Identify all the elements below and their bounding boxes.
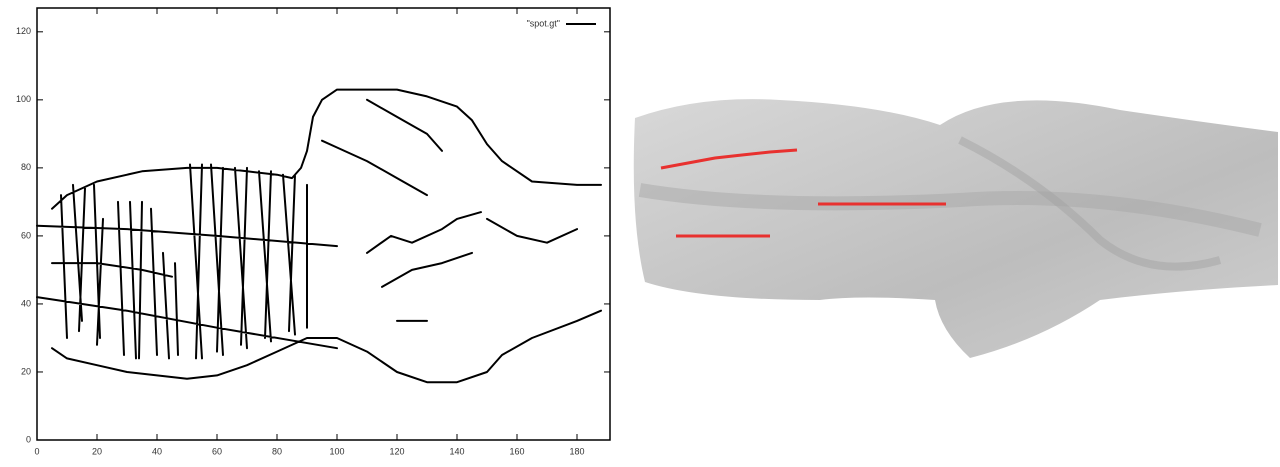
y-tick-label: 40	[21, 298, 31, 308]
legend-label: "spot.gt"	[527, 18, 560, 28]
x-tick-label: 120	[389, 446, 404, 456]
tissue	[633, 99, 1278, 358]
red-line	[660, 148, 798, 170]
x-tick-label: 20	[92, 446, 102, 456]
x-tick-label: 100	[329, 446, 344, 456]
y-tick-label: 0	[26, 434, 31, 444]
y-tick-label: 80	[21, 162, 31, 172]
x-tick-label: 60	[212, 446, 222, 456]
plot-frame	[36, 7, 611, 441]
y-tick-label: 20	[21, 366, 31, 376]
series-line	[36, 88, 602, 384]
x-tick-label: 80	[272, 446, 282, 456]
shade	[638, 183, 1262, 237]
y-tick-label: 100	[16, 94, 31, 104]
y-tick-label: 60	[21, 230, 31, 240]
x-tick-label: 40	[152, 446, 162, 456]
shade	[958, 136, 1222, 271]
photo	[633, 99, 1278, 358]
x-tick-label: 0	[34, 446, 39, 456]
x-tick-label: 140	[449, 446, 464, 456]
y-tick-label: 120	[16, 26, 31, 36]
x-tick-label: 160	[509, 446, 524, 456]
x-tick-label: 180	[569, 446, 584, 456]
